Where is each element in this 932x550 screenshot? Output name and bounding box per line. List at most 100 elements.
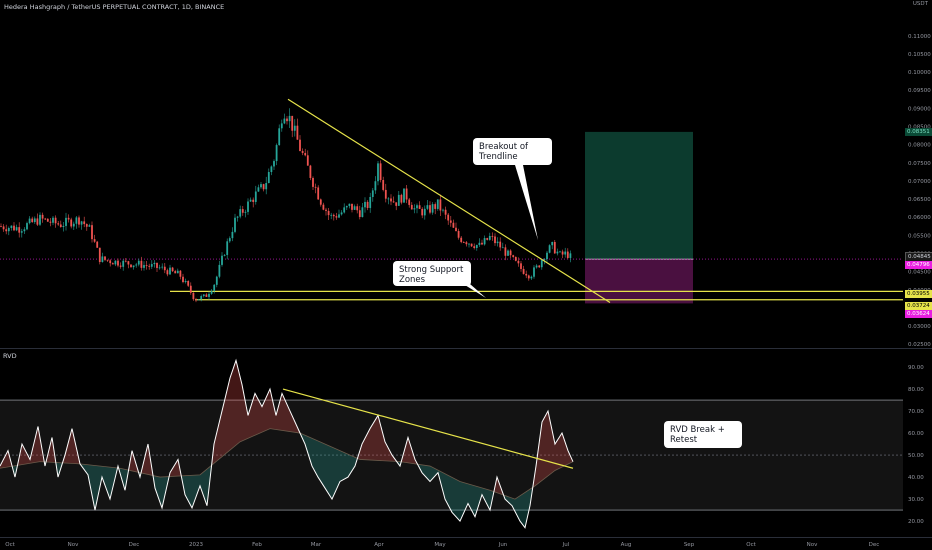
rvd-fill-segment (288, 406, 289, 432)
rvd-fill-segment (525, 491, 526, 528)
rvd-fill-segment (240, 376, 241, 442)
rvd-fill-segment (107, 466, 108, 494)
rvd-fill-segment (292, 415, 293, 433)
candle-body (340, 212, 343, 215)
callout-breakout: Breakout of Trendline (473, 138, 552, 165)
candle-body (293, 125, 296, 131)
rvd-fill-segment (544, 416, 545, 479)
rvd-fill-segment (97, 465, 98, 501)
candle-body (314, 186, 317, 188)
rvd-fill-segment (219, 419, 220, 460)
time-axis-tick-1: Nov (68, 542, 79, 548)
rvd-fill-segment (147, 444, 148, 475)
rvd-fill-segment (223, 402, 224, 456)
candle-body (31, 218, 34, 223)
rvd-fill-segment (284, 397, 285, 431)
rvd-fill-segment (243, 389, 244, 441)
rvd-fill-segment (336, 448, 337, 491)
rvd-fill-segment (408, 437, 409, 463)
candle-body (101, 256, 104, 263)
rvd-fill-segment (259, 400, 260, 434)
candle-body (488, 235, 491, 240)
candle-body (150, 264, 153, 267)
rvd-fill-segment (50, 441, 51, 463)
rvd-fill-segment (71, 428, 72, 464)
candle-body (270, 166, 273, 173)
rvd-fill-segment (375, 418, 376, 461)
rvd-fill-segment (276, 411, 277, 430)
candle-body (119, 265, 122, 267)
rvd-fill-segment (255, 393, 256, 436)
price-tag-target: 0.08351 (905, 128, 932, 136)
rvd-fill-segment (268, 391, 269, 430)
rvd-fill-segment (262, 404, 263, 433)
rvd-fill-segment (164, 476, 165, 500)
candle-body (527, 275, 530, 279)
rvd-fill-segment (354, 456, 355, 468)
rvd-fill-segment (351, 455, 352, 473)
rvd-fill-segment (388, 447, 389, 462)
candle-body (215, 276, 218, 285)
candle-body (426, 205, 429, 209)
candle-body (98, 247, 101, 263)
rvd-fill-segment (337, 449, 338, 489)
candle-body (384, 189, 387, 199)
rvd-fill-segment (369, 428, 370, 461)
candle-body (348, 203, 351, 207)
candle-body (260, 184, 262, 188)
rvd-fill-segment (543, 418, 544, 480)
rvd-fill-segment (340, 450, 341, 482)
candle-body (280, 123, 283, 129)
rvd-fill-segment (266, 395, 267, 431)
candle-body (512, 255, 515, 257)
candle-body (267, 172, 270, 183)
callout-rvd-line-1: RVD Break + (670, 425, 725, 435)
candle-body (374, 181, 377, 191)
rvd-fill-segment (157, 476, 158, 497)
candle-body (361, 207, 364, 218)
rvd-fill-segment (348, 454, 349, 478)
rvd-fill-segment (35, 434, 36, 463)
rvd-fill-segment (454, 478, 455, 516)
candle-body (148, 265, 151, 267)
rvd-fill-segment (280, 397, 281, 431)
candle-body (13, 225, 15, 231)
rvd-fill-segment (158, 476, 159, 500)
time-axis-tick-2: Dec (129, 542, 140, 548)
rvd-fill-segment (384, 438, 385, 461)
rvd-fill-segment (431, 466, 432, 481)
candle-body (494, 236, 496, 244)
rvd-fill-segment (261, 404, 262, 433)
rvd-fill-segment (192, 475, 193, 508)
rvd-fill-segment (345, 452, 346, 479)
rvd-fill-segment (99, 465, 100, 492)
rvd-fill-segment (378, 415, 379, 461)
rvd-fill-segment (220, 415, 221, 459)
candle-body (278, 128, 281, 146)
rvd-fill-segment (455, 478, 456, 517)
candle-body (166, 270, 169, 275)
candle-body (197, 299, 200, 301)
rvd-fill-segment (528, 489, 529, 515)
candle-body (335, 216, 338, 218)
callout-support-line-1: Strong Support (399, 265, 464, 275)
candle-body (392, 201, 395, 203)
rvd-fill-segment (162, 476, 163, 508)
rvd-fill-segment (252, 399, 253, 437)
candle-body (569, 253, 572, 258)
rvd-fill-segment (483, 488, 484, 499)
candle-body (522, 268, 525, 274)
rvd-fill-segment (227, 386, 228, 453)
rvd-fill-segment (383, 434, 384, 461)
candle-body (366, 201, 369, 208)
candle-body (137, 260, 140, 265)
rvd-axis-tick-7: 20.00 (908, 519, 924, 525)
rvd-fill-segment (290, 411, 291, 432)
rvd-fill-segment (187, 475, 188, 501)
rvd-fill-segment (461, 481, 462, 519)
rvd-fill-segment (371, 425, 372, 461)
rvd-fill-segment (462, 482, 463, 517)
candle-body (525, 273, 528, 276)
rvd-trendline (282, 388, 574, 469)
